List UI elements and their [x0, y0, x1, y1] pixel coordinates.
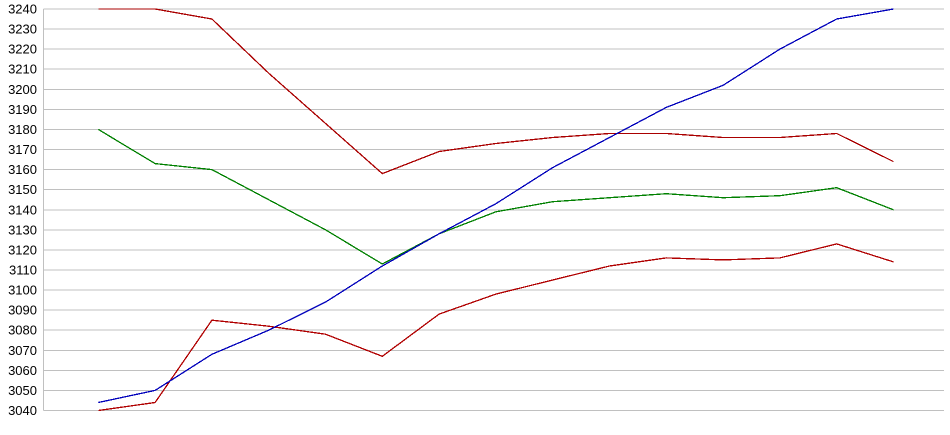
y-axis-tick-label: 3150 — [8, 182, 37, 197]
y-axis-tick-label: 3180 — [8, 122, 37, 137]
series-green-line — [97, 128, 894, 265]
y-axis-tick-labels: 3240 3230 3220 3210 3200 3190 3180 3170 3160 3150… — [8, 2, 37, 419]
y-axis-tick-label: 3140 — [8, 202, 37, 217]
y-axis-tick-label: 3130 — [8, 222, 37, 237]
series-lower-red-line — [98, 243, 894, 412]
y-axis-tick-label: 3200 — [8, 82, 37, 97]
y-axis-tick-label: 3040 — [8, 403, 37, 418]
y-axis-tick-label: 3050 — [8, 383, 37, 398]
y-axis-tick-label: 3240 — [8, 2, 37, 17]
y-axis-tick-label: 3170 — [8, 142, 37, 157]
y-axis-tick-label: 3210 — [8, 62, 37, 77]
y-axis-tick-label: 3230 — [8, 22, 37, 37]
y-axis-tick-label: 3100 — [8, 283, 37, 298]
y-axis-tick-label: 3090 — [8, 303, 37, 318]
y-gridlines — [43, 8, 944, 411]
series-upper-dark-red-line — [98, 8, 894, 175]
y-axis-tick-label: 3190 — [8, 102, 37, 117]
y-axis-tick-label: 3070 — [8, 343, 37, 358]
y-axis-tick-label: 3220 — [8, 42, 37, 57]
series-blue-line — [98, 8, 894, 404]
y-axis-tick-label: 3110 — [9, 262, 37, 277]
y-axis-tick-label: 3120 — [8, 242, 37, 257]
y-axis-tick-label: 3160 — [8, 162, 37, 177]
series-lines — [97, 8, 894, 412]
y-axis-tick-label: 3060 — [8, 363, 37, 378]
y-axis-tick-label: 3080 — [8, 323, 37, 338]
